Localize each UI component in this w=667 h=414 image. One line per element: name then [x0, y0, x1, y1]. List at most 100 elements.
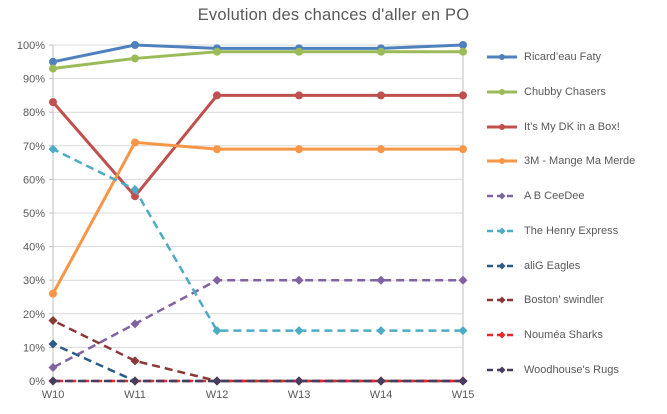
legend-label: Woodhouse's Rugs — [524, 363, 619, 376]
data-point-marker — [458, 275, 468, 285]
series-line — [48, 376, 468, 386]
legend-line-sample-icon — [487, 123, 517, 130]
legend-item: Ricard’eau Faty — [486, 50, 664, 64]
legend-line-sample-icon — [487, 54, 517, 60]
data-point-marker — [295, 47, 303, 56]
data-point-marker — [213, 47, 221, 56]
data-point-marker — [213, 91, 221, 100]
legend-item: Woodhouse's Rugs — [486, 363, 664, 377]
series-line — [49, 91, 467, 201]
legend-item: The Henry Express — [486, 224, 664, 238]
data-point-marker — [376, 275, 386, 285]
legend-line-sample-icon — [487, 227, 517, 235]
legend-line-sample-icon — [487, 262, 517, 270]
legend-item: 3M - Mange Ma Merde — [486, 154, 664, 168]
y-axis-ticks: 0% 10% 20% 30% 40% 50% 60% 70% 80% 90% 100% — [17, 40, 53, 388]
data-point-marker — [48, 144, 58, 154]
data-point-marker — [459, 41, 467, 49]
legend-item: aliG Eagles — [486, 259, 664, 273]
series-line — [48, 339, 468, 386]
data-point-marker — [459, 145, 467, 154]
y-tick-label: 10% — [23, 342, 45, 354]
data-point-marker — [377, 91, 385, 100]
x-axis-labels: W10 W11 W12 W13 W14 W15 — [42, 389, 475, 401]
y-tick-label: 40% — [23, 242, 45, 254]
legend-label: It’s My DK in a Box! — [524, 120, 620, 133]
y-tick-label: 30% — [23, 275, 45, 287]
legend-item: A B CeeDee — [486, 189, 664, 203]
series-line — [48, 144, 468, 336]
data-point-marker — [294, 376, 304, 386]
legend-item: Nouméa Sharks — [486, 328, 664, 342]
data-point-marker — [49, 64, 57, 73]
data-point-marker — [48, 363, 58, 373]
legend-line-sample-icon — [487, 331, 517, 339]
legend-label: 3M - Mange Ma Merde — [524, 155, 636, 168]
legend: Ricard’eau Faty Chubby Chasers It’s My DK … — [486, 50, 664, 377]
series-line — [48, 316, 468, 386]
data-point-marker — [213, 145, 221, 154]
legend-item: It’s My DK in a Box! — [486, 120, 664, 134]
y-tick-label: 50% — [23, 208, 45, 220]
y-tick-label: 70% — [23, 141, 45, 153]
legend-line-sample-icon — [487, 192, 517, 200]
data-point-marker — [212, 376, 222, 386]
x-tick-label: W13 — [288, 389, 311, 401]
legend-line-sample-icon — [487, 158, 517, 165]
data-point-marker — [294, 326, 304, 336]
data-point-marker — [130, 184, 140, 194]
data-point-marker — [130, 376, 140, 386]
legend-label: Chubby Chasers — [524, 85, 606, 98]
y-tick-label: 20% — [23, 309, 45, 321]
data-point-marker — [376, 326, 386, 336]
data-point-marker — [459, 91, 467, 100]
data-point-marker — [130, 319, 140, 329]
data-point-marker — [377, 47, 385, 56]
x-tick-label: W12 — [206, 389, 229, 401]
series-line — [49, 47, 467, 73]
chart-title: Evolution des chances d'aller en PO — [197, 6, 470, 24]
data-point-marker — [459, 47, 467, 56]
legend-line-sample-icon — [487, 366, 517, 374]
y-tick-label: 60% — [23, 174, 45, 186]
legend-line-sample-icon — [487, 296, 517, 304]
legend-label: A B CeeDee — [524, 190, 585, 203]
y-tick-label: 100% — [17, 40, 45, 52]
legend-line-sample-icon — [487, 88, 517, 95]
data-point-marker — [131, 54, 139, 63]
x-tick-label: W10 — [42, 389, 65, 401]
data-point-marker — [295, 145, 303, 154]
data-point-marker — [49, 289, 57, 298]
plot-area: 0%10%20%30%40%50%60%70%80%90%100%W10 W11 W… — [17, 40, 475, 401]
data-point-marker — [212, 275, 222, 285]
legend-label: Nouméa Sharks — [524, 329, 603, 342]
data-point-marker — [458, 376, 468, 386]
y-tick-label: 90% — [23, 74, 45, 86]
data-point-marker — [48, 376, 58, 386]
series-line — [48, 275, 468, 373]
x-tick-label: W14 — [370, 389, 393, 401]
data-point-marker — [131, 138, 139, 147]
data-point-marker — [48, 339, 58, 349]
legend-item: Boston’ swindler — [486, 293, 664, 307]
x-tick-label: W15 — [452, 389, 475, 401]
data-point-marker — [294, 275, 304, 285]
y-tick-label: 0% — [29, 376, 45, 388]
data-point-marker — [295, 91, 303, 100]
legend-label: Boston’ swindler — [524, 294, 604, 307]
data-point-marker — [49, 57, 57, 66]
data-point-marker — [130, 356, 140, 366]
series-line — [49, 138, 467, 298]
data-point-marker — [212, 326, 222, 336]
data-point-marker — [458, 326, 468, 336]
data-point-marker — [131, 41, 139, 49]
data-point-marker — [49, 98, 57, 107]
legend-label: The Henry Express — [524, 224, 619, 237]
y-tick-label: 80% — [23, 107, 45, 119]
x-tick-label: W11 — [124, 389, 146, 401]
data-point-marker — [376, 376, 386, 386]
data-point-marker — [377, 145, 385, 154]
data-point-marker — [48, 316, 58, 326]
legend-item: Chubby Chasers — [486, 85, 664, 99]
